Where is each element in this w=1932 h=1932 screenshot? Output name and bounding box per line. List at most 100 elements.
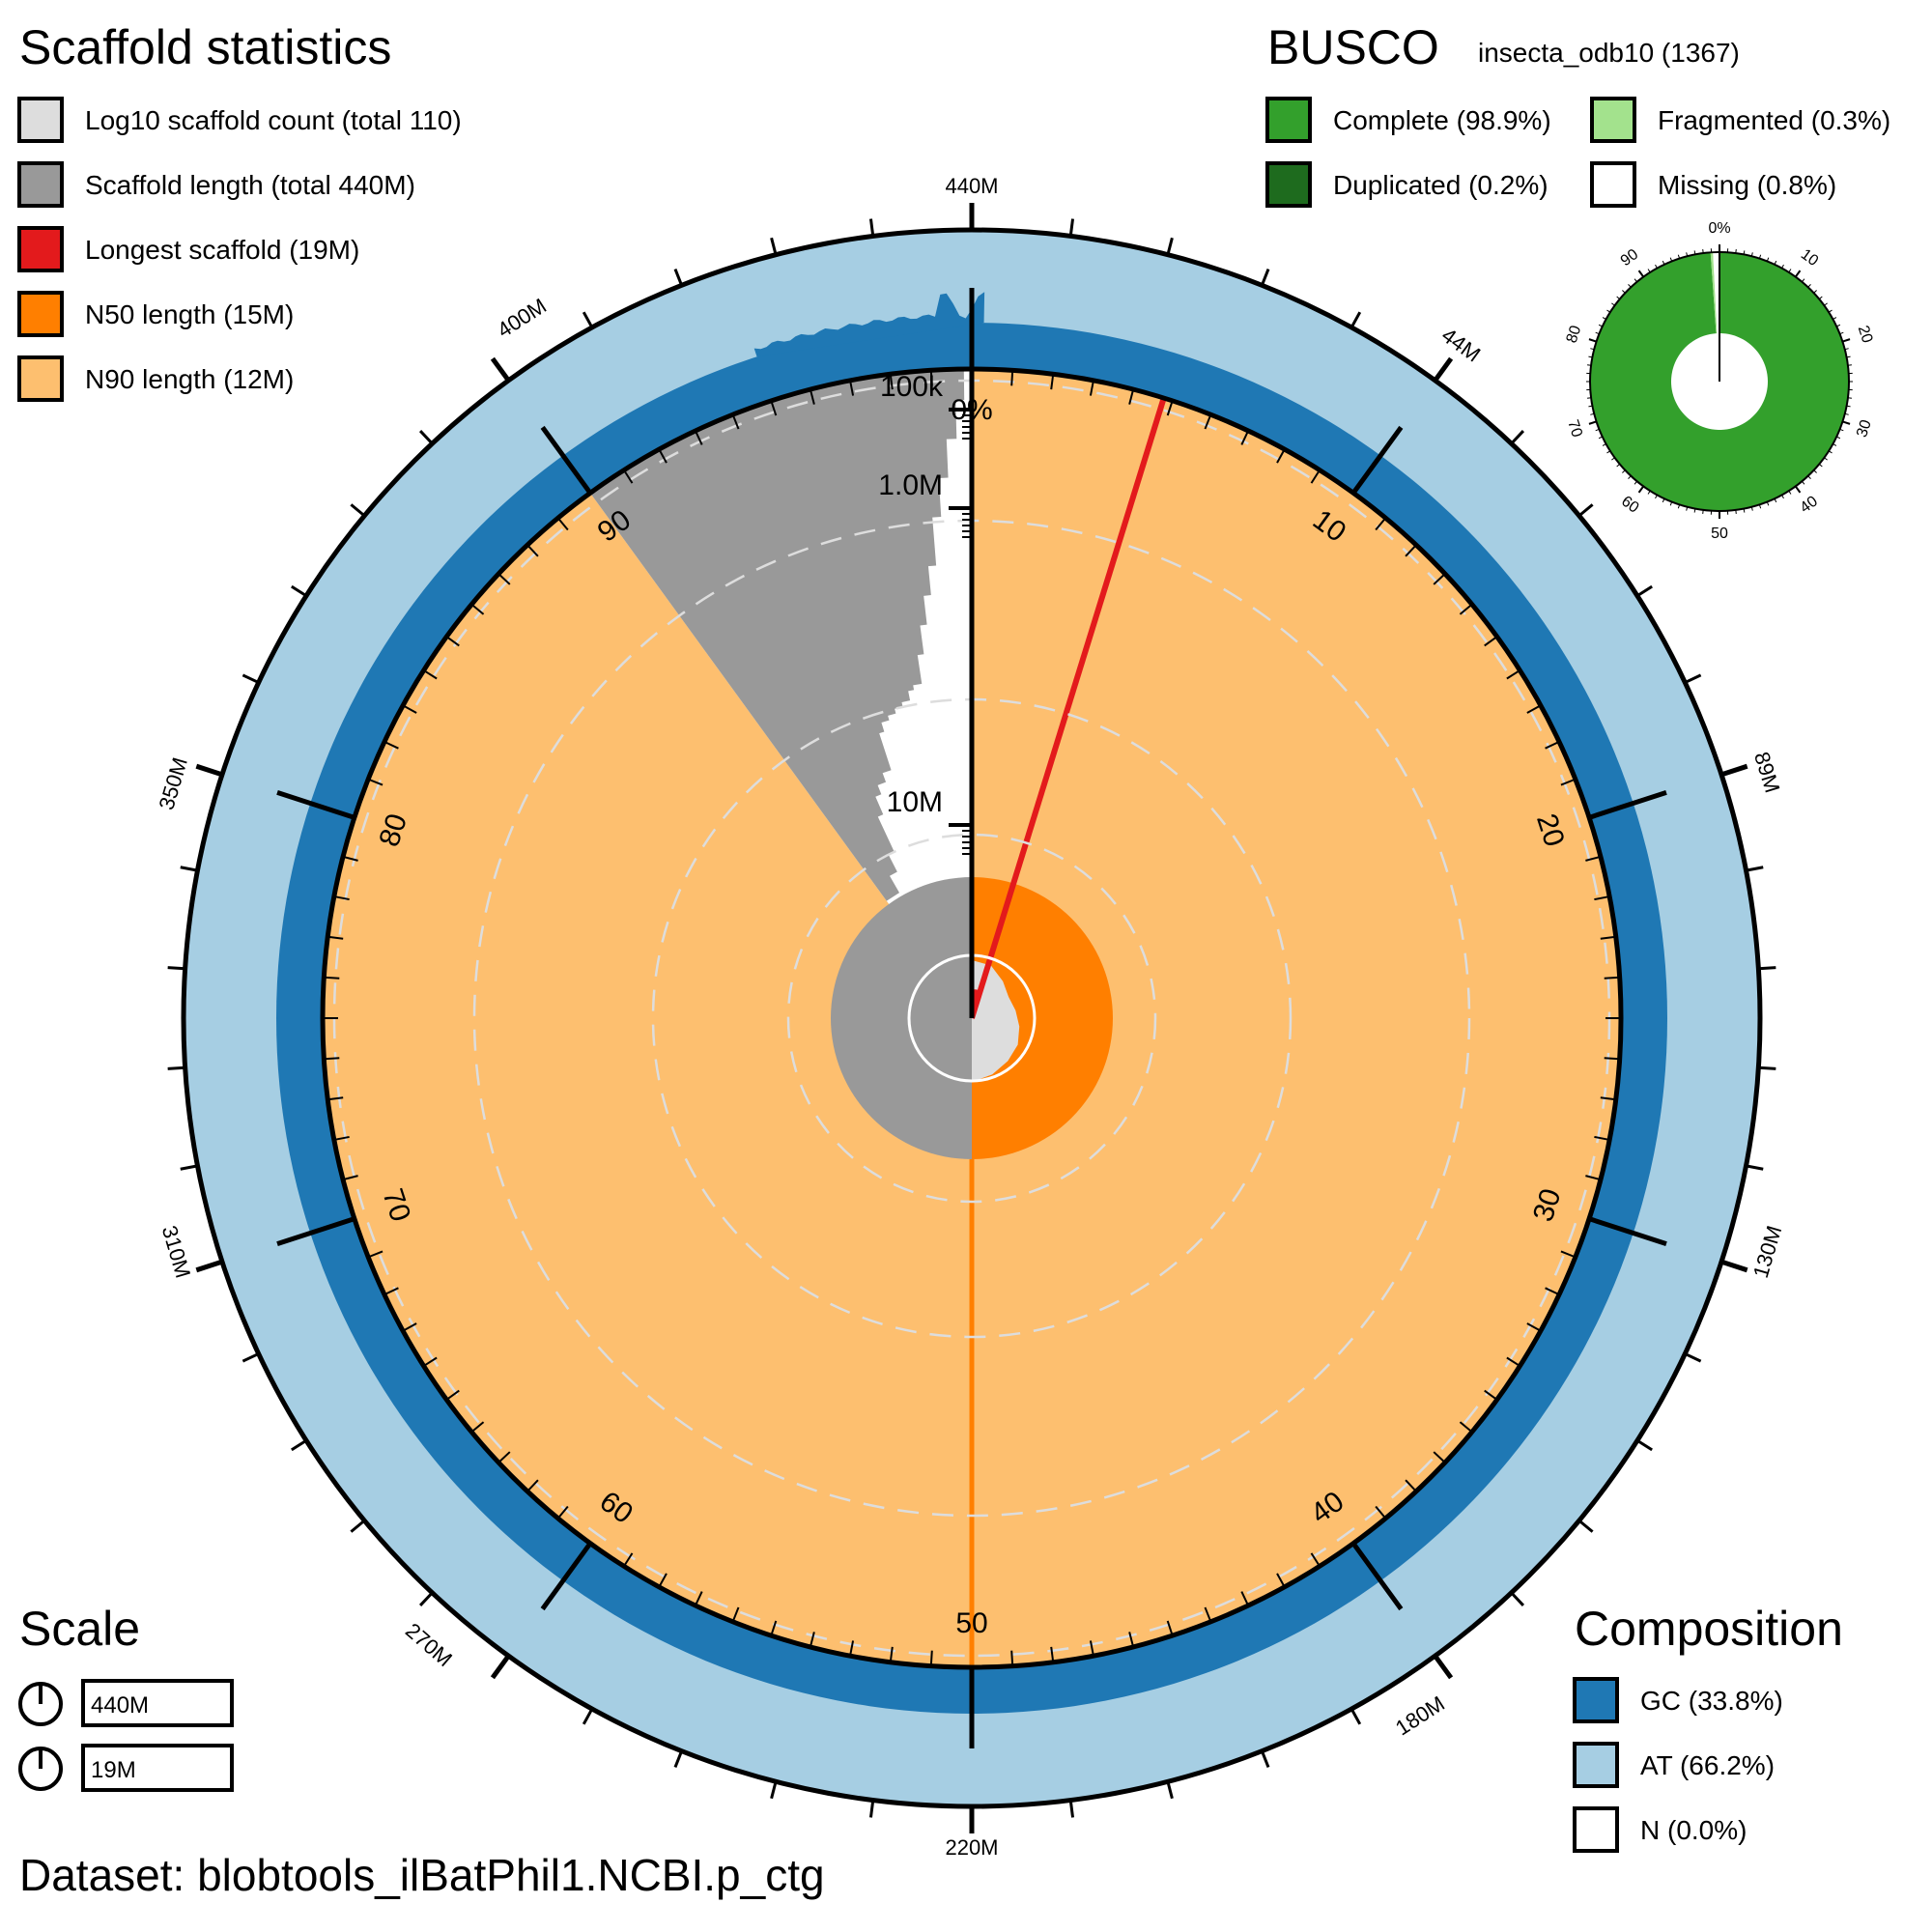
busco-lineage: insecta_odb10 (1367): [1478, 38, 1740, 68]
busco-minor-tick: [1606, 309, 1611, 313]
busco-minor-tick: [1588, 355, 1593, 358]
busco-minor-tick: [1735, 509, 1737, 514]
busco-minor-tick: [1590, 412, 1595, 415]
busco-minor-tick: [1602, 443, 1606, 446]
percent-minor-tick: [770, 1620, 778, 1636]
percent-minor-tick: [1560, 778, 1577, 786]
busco-tick: [1588, 338, 1597, 343]
length-tick: [1746, 1164, 1764, 1171]
busco-minor-tick: [1828, 450, 1833, 454]
percent-minor-tick: [1089, 380, 1094, 396]
length-tick: [1166, 237, 1174, 256]
length-tick: [1260, 1750, 1270, 1768]
length-tick: [1350, 311, 1362, 328]
percent-minor-tick: [1585, 1175, 1602, 1181]
percent-minor-tick: [402, 1322, 417, 1332]
percent-minor-tick: [1089, 1640, 1094, 1657]
composition-legend-gc-label: GC (33.8%): [1640, 1686, 1783, 1716]
busco-minor-tick: [1813, 290, 1817, 294]
length-tick: [770, 237, 778, 256]
length-tick: [195, 1259, 223, 1273]
percent-minor-tick: [1375, 517, 1387, 531]
percent-minor-tick: [497, 573, 511, 585]
busco-minor-tick: [1847, 397, 1852, 399]
busco-legend-duplicated-label: Duplicated (0.2%): [1333, 170, 1548, 200]
busco-tick-label: 0%: [1708, 220, 1730, 237]
percent-minor-tick: [623, 469, 634, 484]
percent-minor-tick: [327, 935, 344, 940]
radial-tick-label: 100k: [880, 371, 944, 403]
composition-legend-n-label: N (0.0%): [1640, 1815, 1747, 1845]
percent-tick: [1588, 1216, 1667, 1246]
busco-minor-tick: [1839, 428, 1844, 432]
busco-minor-tick: [1587, 397, 1592, 399]
percent-minor-tick: [1526, 1322, 1542, 1332]
busco-minor-tick: [1846, 405, 1851, 408]
length-tick-label: 440M: [945, 174, 998, 198]
busco-tick: [1794, 270, 1802, 278]
percent-minor-tick: [342, 1175, 358, 1181]
percent-minor-tick: [809, 1632, 815, 1648]
busco-minor-tick: [1693, 508, 1696, 513]
busco-minor-tick: [1846, 355, 1851, 358]
busco-tick-label: 30: [1854, 418, 1875, 440]
length-tick-label: 89M: [1749, 749, 1785, 795]
length-tick: [1260, 269, 1270, 286]
length-tick: [1577, 1519, 1594, 1533]
length-tick-label: 310M: [157, 1223, 195, 1281]
busco-minor-tick: [1606, 450, 1611, 454]
percent-minor-tick: [929, 370, 933, 386]
percent-minor-tick: [402, 704, 417, 714]
legend-n50-length-label: N50 length (15M): [85, 299, 294, 329]
busco-fragmented-arc: [1710, 252, 1718, 334]
legend-longest-scaffold-label: Longest scaffold (19M): [85, 235, 359, 265]
composition-legend-gc-swatch: [1573, 1677, 1619, 1723]
n50-sector: [972, 877, 1113, 1159]
length-tick: [1510, 1591, 1525, 1606]
busco-minor-tick: [1677, 254, 1681, 259]
length-tick: [350, 503, 366, 518]
busco-minor-tick: [1844, 412, 1849, 415]
legend-scaffold-length-label: Scaffold length (total 440M): [85, 170, 415, 200]
composition-legend-at-label: AT (66.2%): [1640, 1750, 1775, 1780]
percent-minor-tick: [1433, 1451, 1446, 1463]
busco-minor-tick: [1662, 260, 1665, 265]
percent-minor-tick: [1050, 1646, 1055, 1662]
busco-tick: [1637, 270, 1645, 278]
percent-minor-tick: [658, 448, 668, 464]
busco-legend: BUSCO insecta_odb10 (1367) Complete (98.…: [1265, 20, 1890, 208]
length-tick: [1758, 966, 1776, 971]
length-tick: [418, 1591, 434, 1606]
percent-minor-tick: [333, 1135, 350, 1141]
busco-minor-tick: [1818, 464, 1823, 468]
busco-legend-fragmented-label: Fragmented (0.3%): [1658, 105, 1890, 135]
length-tick-label: 44M: [1437, 323, 1485, 366]
busco-minor-tick: [1844, 348, 1849, 351]
percent-tick: [276, 790, 355, 820]
busco-minor-tick: [1802, 480, 1805, 485]
busco-minor-tick: [1833, 443, 1837, 446]
busco-legend-complete-label: Complete (98.9%): [1333, 105, 1551, 135]
percent-minor-tick: [1484, 1389, 1498, 1401]
busco-minor-tick: [1807, 475, 1811, 479]
percent-minor-tick: [497, 1451, 511, 1463]
length-tick: [1746, 866, 1764, 872]
length-tick: [1433, 1654, 1454, 1680]
percent-minor-tick: [694, 430, 703, 445]
percent-minor-tick: [770, 400, 778, 416]
busco-legend-duplicated-swatch: [1265, 161, 1312, 208]
percent-minor-tick: [1405, 544, 1417, 557]
busco-minor-tick: [1743, 508, 1746, 513]
legend-scaffold-length-swatch: [17, 161, 64, 208]
percent-minor-tick: [1506, 1356, 1520, 1367]
busco-minor-tick: [1669, 501, 1673, 506]
percent-minor-tick: [1050, 374, 1055, 390]
busco-minor-tick: [1647, 269, 1651, 273]
busco-minor-tick: [1847, 364, 1852, 366]
percent-tick: [540, 1542, 593, 1611]
percent-minor-tick: [1526, 704, 1542, 714]
length-tick: [418, 430, 434, 445]
busco-minor-tick: [1774, 498, 1777, 503]
busco-minor-tick: [1839, 331, 1844, 335]
percent-minor-tick: [333, 895, 350, 901]
